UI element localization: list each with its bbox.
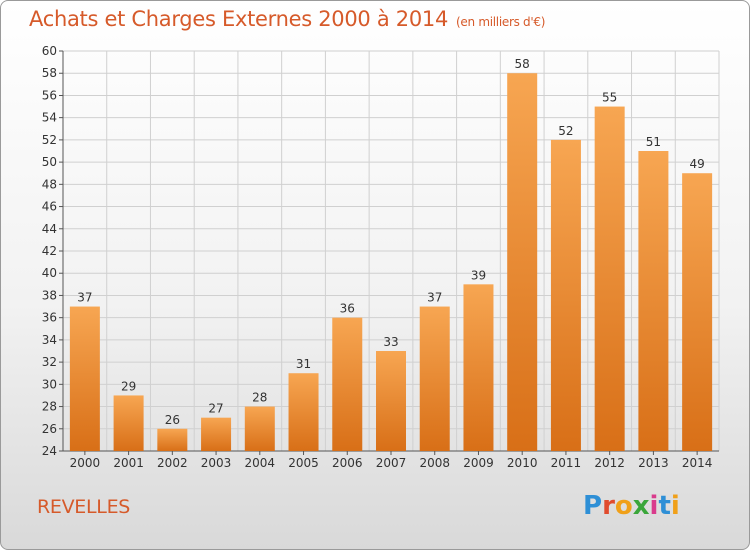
x-tick-label: 2004: [245, 456, 276, 470]
y-tick-label: 24: [42, 444, 57, 458]
x-tick-label: 2009: [463, 456, 494, 470]
data-label: 51: [646, 135, 661, 149]
bar: [463, 284, 494, 451]
data-label: 26: [165, 413, 180, 427]
logo-letter: r: [602, 491, 615, 521]
town-name: REVELLES: [37, 496, 131, 518]
bar: [288, 373, 319, 451]
chart-title: Achats et Charges Externes 2000 à 2014 (e…: [29, 7, 545, 31]
y-tick-label: 60: [42, 44, 57, 58]
logo-letter: o: [614, 491, 633, 521]
y-tick-label: 44: [42, 222, 57, 236]
x-tick-label: 2008: [419, 456, 450, 470]
bar: [244, 406, 275, 451]
bar: [69, 306, 100, 451]
data-label: 58: [515, 57, 530, 71]
x-tick-label: 2001: [113, 456, 144, 470]
data-label: 28: [252, 391, 267, 405]
logo-letter: t: [658, 491, 671, 521]
y-tick-label: 32: [42, 355, 57, 369]
bar: [332, 317, 363, 451]
bar: [682, 173, 713, 451]
data-label: 29: [121, 379, 136, 393]
x-tick-label: 2010: [507, 456, 538, 470]
y-tick-label: 26: [42, 422, 57, 436]
bar: [638, 151, 669, 451]
data-label: 39: [471, 268, 486, 282]
x-tick-label: 2013: [638, 456, 669, 470]
data-label: 52: [558, 124, 573, 138]
data-label: 33: [383, 335, 398, 349]
data-label: 37: [77, 291, 92, 305]
y-tick-label: 48: [42, 177, 57, 191]
y-tick-label: 58: [42, 66, 57, 80]
chart-unit: (en milliers d'€): [456, 15, 546, 29]
bar: [201, 417, 232, 451]
x-tick-label: 2003: [201, 456, 232, 470]
bar: [550, 139, 581, 451]
bar: [157, 428, 188, 451]
logo-letter: P: [583, 491, 603, 521]
data-label: 31: [296, 357, 311, 371]
logo-letter: i: [670, 491, 680, 521]
y-tick-label: 42: [42, 244, 57, 258]
bar: [113, 395, 144, 451]
data-label: 36: [340, 302, 355, 316]
y-tick-label: 54: [42, 111, 57, 125]
x-tick-label: 2012: [594, 456, 625, 470]
data-label: 49: [689, 157, 704, 171]
y-tick-label: 34: [42, 333, 57, 347]
data-label: 37: [427, 291, 442, 305]
chart-title-text: Achats et Charges Externes 2000 à 2014: [29, 7, 449, 31]
bar: [419, 306, 450, 451]
proxiti-logo[interactable]: Proxiti: [583, 491, 680, 521]
logo-letter: i: [649, 491, 659, 521]
x-tick-label: 2000: [70, 456, 101, 470]
x-tick-label: 2014: [682, 456, 713, 470]
y-tick-label: 46: [42, 200, 57, 214]
data-label: 27: [208, 402, 223, 416]
bar: [376, 351, 406, 451]
bars: [69, 73, 713, 452]
y-tick-label: 40: [42, 266, 57, 280]
x-tick-label: 2006: [332, 456, 363, 470]
y-tick-label: 36: [42, 311, 57, 325]
y-tick-label: 50: [42, 155, 57, 169]
data-labels: 37 29 26 27 28 31 36 33 37 39 58 52 55 51 49: [77, 57, 705, 427]
bar: [507, 73, 538, 451]
y-tick-label: 38: [42, 288, 57, 302]
y-tick-label: 28: [42, 400, 57, 414]
y-tick-label: 30: [42, 377, 57, 391]
y-tick-label: 56: [42, 88, 57, 102]
logo-letter: x: [632, 491, 650, 521]
bar: [594, 106, 625, 452]
data-label: 55: [602, 91, 617, 105]
x-tick-label: 2002: [157, 456, 188, 470]
y-tick-label: 52: [42, 133, 57, 147]
x-tick-label: 2007: [376, 456, 407, 470]
x-tick-label: 2011: [551, 456, 582, 470]
x-tick-label: 2005: [288, 456, 319, 470]
